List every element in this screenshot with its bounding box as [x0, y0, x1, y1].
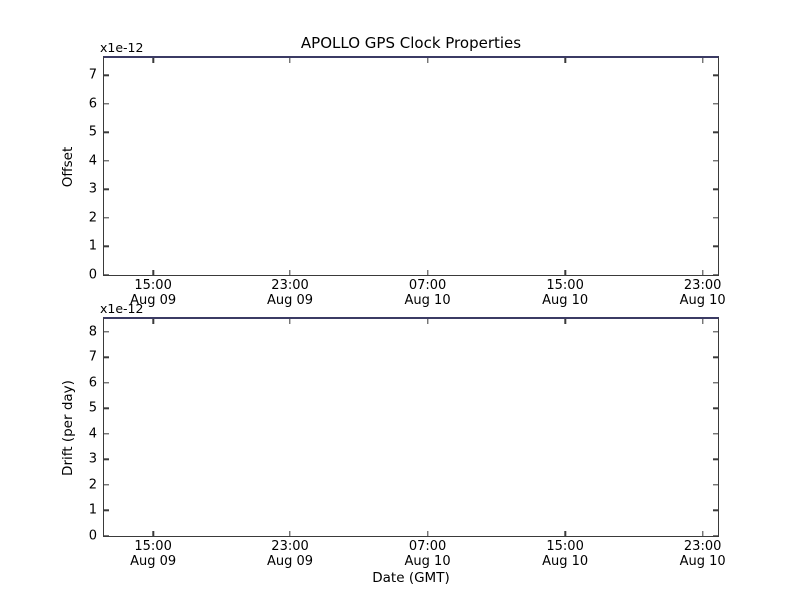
y-tick-label: 5	[88, 400, 97, 416]
x-tick-label: 23:00 Aug 10	[679, 278, 726, 309]
x-tick-mark	[426, 58, 429, 63]
y-tick-mark	[104, 331, 109, 333]
y-tick-mark	[713, 102, 718, 105]
y-tick-label: 3	[88, 181, 97, 197]
y-tick-label: 7	[88, 67, 97, 83]
y-tick-mark	[713, 274, 718, 276]
x-tick-label: 23:00 Aug 09	[267, 278, 314, 309]
y-tick-label: 2	[88, 210, 97, 226]
y-tick-mark	[713, 160, 718, 162]
x-tick-mark	[152, 58, 154, 63]
x-tick-mark	[152, 270, 154, 275]
offset-axis-scale-multiplier: x1e-12	[100, 40, 144, 55]
drift-axis-scale-multiplier: x1e-12	[100, 301, 144, 316]
y-tick-label: 1	[88, 502, 97, 518]
y-tick-label: 0	[88, 528, 97, 544]
y-tick-mark	[104, 245, 109, 248]
x-tick-mark	[152, 319, 154, 324]
x-tick-mark	[701, 58, 704, 63]
figure-title: APOLLO GPS Clock Properties	[300, 34, 522, 52]
x-tick-label: 07:00 Aug 10	[404, 539, 451, 570]
x-tick-mark	[289, 319, 291, 324]
x-tick-label: 15:00 Aug 09	[130, 278, 177, 309]
y-tick-label: 4	[88, 153, 97, 169]
x-tick-label: 15:00 Aug 09	[130, 539, 177, 570]
y-tick-label: 0	[88, 267, 97, 283]
y-tick-mark	[104, 535, 109, 537]
y-tick-mark	[713, 74, 718, 76]
x-tick-mark	[564, 531, 566, 536]
y-tick-mark	[104, 484, 109, 486]
x-tick-mark	[564, 319, 566, 324]
x-tick-label: 15:00 Aug 10	[542, 278, 589, 309]
x-tick-mark	[426, 270, 429, 275]
x-axis-label: Date (GMT)	[372, 570, 450, 586]
x-tick-mark	[701, 270, 704, 275]
x-tick-mark	[152, 531, 154, 536]
y-tick-mark	[713, 331, 718, 333]
offset-subplot: x1e-12 Offset 0 1 2 3 4 5 6 7 15:00 Aug 09 23:00 …	[60, 40, 726, 308]
drift-y-axis-label: Drift (per day)	[60, 379, 76, 476]
y-tick-mark	[713, 509, 718, 512]
y-tick-mark	[713, 188, 718, 191]
x-tick-label: 23:00 Aug 10	[679, 539, 726, 570]
y-tick-label: 6	[88, 375, 97, 391]
y-tick-mark	[713, 535, 718, 537]
offset-y-axis-label: Offset	[60, 146, 76, 187]
x-tick-mark	[564, 58, 566, 63]
y-tick-mark	[104, 131, 109, 133]
y-tick-mark	[713, 356, 718, 358]
y-tick-mark	[713, 407, 718, 410]
y-tick-mark	[104, 356, 109, 358]
y-tick-label: 3	[88, 451, 97, 467]
y-tick-mark	[104, 160, 109, 162]
x-tick-label: 07:00 Aug 10	[404, 278, 451, 309]
y-tick-mark	[104, 458, 109, 461]
x-tick-mark	[701, 319, 704, 324]
y-tick-mark	[104, 509, 109, 512]
x-tick-mark	[564, 270, 566, 275]
x-tick-mark	[289, 531, 291, 536]
x-tick-mark	[701, 531, 704, 536]
y-tick-label: 7	[88, 349, 97, 365]
x-tick-label: 15:00 Aug 10	[542, 539, 589, 570]
y-tick-mark	[713, 382, 718, 384]
x-tick-mark	[426, 531, 429, 536]
x-tick-mark	[289, 270, 291, 275]
y-tick-mark	[104, 102, 109, 105]
y-tick-mark	[713, 131, 718, 133]
y-tick-mark	[713, 458, 718, 461]
y-tick-mark	[713, 484, 718, 486]
y-tick-label: 2	[88, 477, 97, 493]
y-tick-mark	[713, 245, 718, 248]
y-tick-mark	[104, 382, 109, 384]
y-tick-mark	[104, 274, 109, 276]
x-tick-label: 23:00 Aug 09	[267, 539, 314, 570]
y-tick-label: 1	[88, 238, 97, 254]
y-tick-mark	[104, 188, 109, 191]
y-tick-mark	[713, 217, 718, 219]
x-tick-mark	[426, 319, 429, 324]
y-tick-mark	[104, 217, 109, 219]
y-tick-mark	[104, 433, 109, 435]
y-tick-label: 8	[88, 324, 97, 340]
y-tick-mark	[713, 433, 718, 435]
x-tick-mark	[289, 58, 291, 63]
y-tick-label: 5	[88, 124, 97, 140]
y-tick-mark	[104, 74, 109, 76]
y-tick-label: 4	[88, 426, 97, 442]
y-tick-mark	[104, 407, 109, 410]
y-tick-label: 6	[88, 96, 97, 112]
drift-subplot: x1e-12 Drift (per day) 0 1 2 3 4 5 6 7 8 15:00 Au…	[60, 301, 726, 569]
